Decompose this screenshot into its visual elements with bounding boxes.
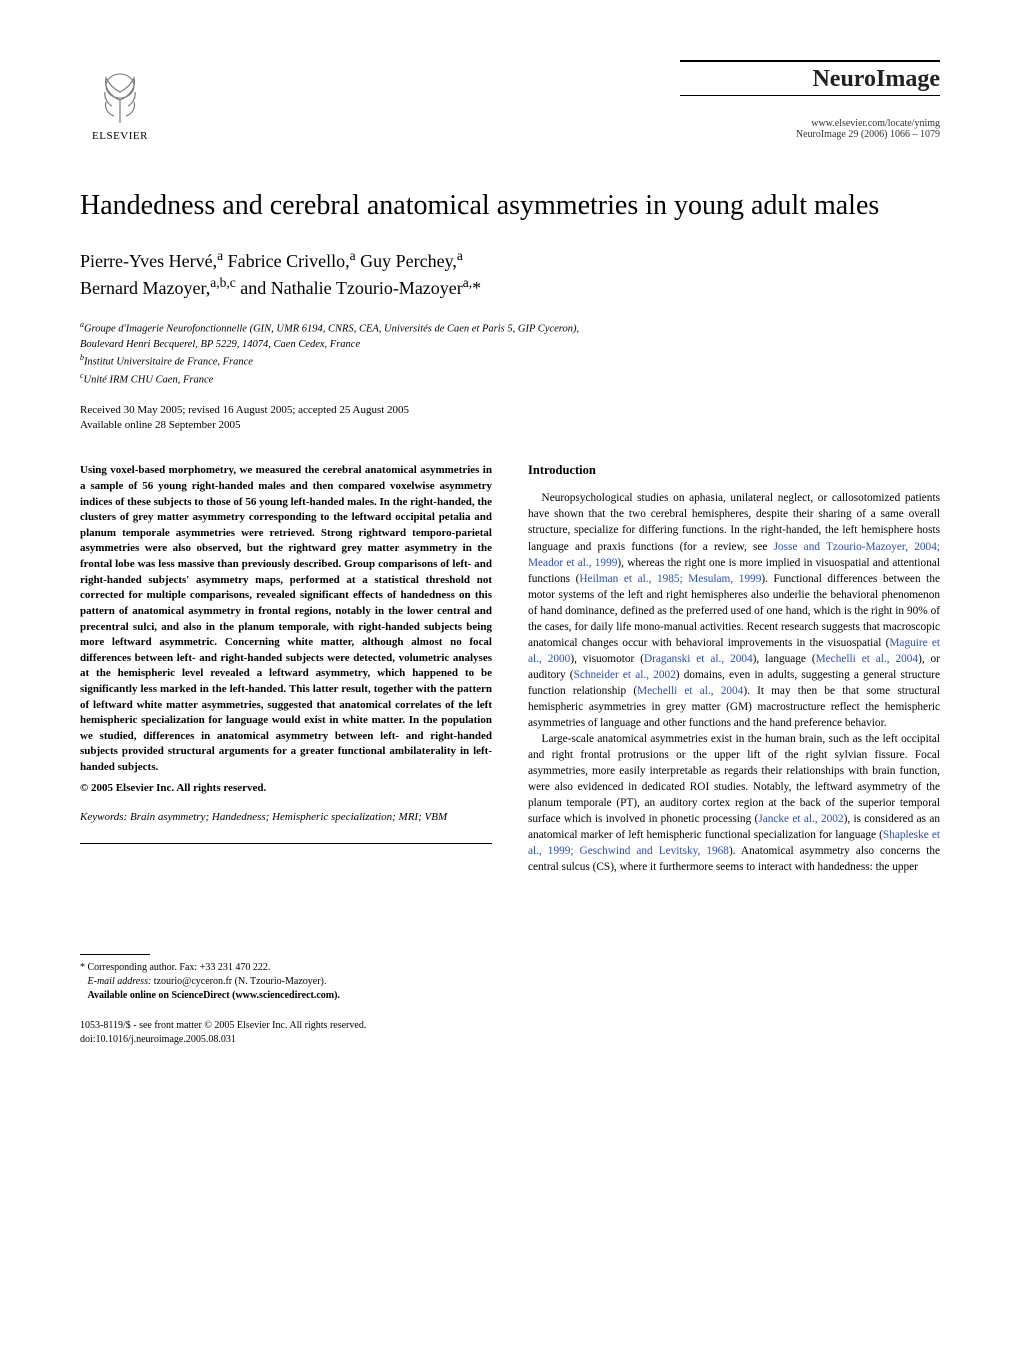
introduction-heading: Introduction [528, 463, 940, 478]
issn-line: 1053-8119/$ - see front matter © 2005 El… [80, 1019, 492, 1033]
publisher-name: ELSEVIER [92, 130, 148, 142]
intro-paragraph: Neuropsychological studies on aphasia, u… [528, 490, 940, 730]
affiliation-line: cUnité IRM CHU Caen, France [80, 370, 940, 388]
online-date: Available online 28 September 2005 [80, 418, 940, 433]
publication-dates: Received 30 May 2005; revised 16 August … [80, 403, 940, 434]
publisher-logo: ELSEVIER [80, 60, 160, 150]
footnote-rule [80, 954, 150, 955]
footnotes: * Corresponding author. Fax: +33 231 470… [80, 954, 492, 1003]
abstract-text: Using voxel-based morphometry, we measur… [80, 463, 492, 775]
corresponding-author: * Corresponding author. Fax: +33 231 470… [80, 961, 492, 975]
journal-url: www.elsevier.com/locate/ynimg [680, 118, 940, 129]
elsevier-tree-icon [90, 68, 150, 128]
two-column-body: Using voxel-based morphometry, we measur… [80, 463, 940, 1047]
journal-name: NeuroImage [680, 60, 940, 93]
email-address: tzourio@cyceron.fr (N. Tzourio-Mazoyer). [151, 976, 326, 987]
bottom-meta: 1053-8119/$ - see front matter © 2005 El… [80, 1019, 492, 1047]
keywords: Keywords: Brain asymmetry; Handedness; H… [80, 810, 492, 825]
email-label: E-mail address: [88, 976, 152, 987]
availability-note: Available online on ScienceDirect (www.s… [80, 989, 492, 1003]
introduction-body: Neuropsychological studies on aphasia, u… [528, 490, 940, 875]
received-date: Received 30 May 2005; revised 16 August … [80, 403, 940, 418]
intro-paragraph: Large-scale anatomical asymmetries exist… [528, 731, 940, 875]
doi-line: doi:10.1016/j.neuroimage.2005.08.031 [80, 1033, 492, 1047]
abstract-copyright: © 2005 Elsevier Inc. All rights reserved… [80, 782, 492, 794]
right-column: Introduction Neuropsychological studies … [528, 463, 940, 1047]
left-column: Using voxel-based morphometry, we measur… [80, 463, 492, 1047]
affiliation-line: aGroupe d'Imagerie Neurofonctionnelle (G… [80, 319, 940, 337]
page-header: ELSEVIER NeuroImage www.elsevier.com/loc… [80, 60, 940, 150]
article-title: Handedness and cerebral anatomical asymm… [80, 188, 940, 223]
journal-citation: NeuroImage 29 (2006) 1066 – 1079 [680, 129, 940, 140]
keywords-rule [80, 843, 492, 844]
affiliation-line: bInstitut Universitaire de France, Franc… [80, 352, 940, 370]
email-line: E-mail address: tzourio@cyceron.fr (N. T… [80, 975, 492, 989]
keywords-text: Brain asymmetry; Handedness; Hemispheric… [127, 811, 447, 823]
affiliation-line: Boulevard Henri Becquerel, BP 5229, 1407… [80, 338, 940, 353]
author-list: Pierre-Yves Hervé,a Fabrice Crivello,a G… [80, 247, 940, 301]
affiliations: aGroupe d'Imagerie Neurofonctionnelle (G… [80, 319, 940, 388]
keywords-label: Keywords: [80, 811, 127, 823]
journal-masthead: NeuroImage www.elsevier.com/locate/ynimg… [680, 60, 940, 140]
